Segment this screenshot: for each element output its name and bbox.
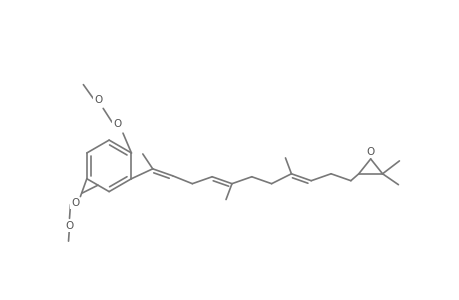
Text: O: O — [94, 95, 102, 106]
Text: O: O — [65, 221, 73, 231]
Text: O: O — [113, 119, 121, 129]
Text: O: O — [71, 199, 79, 208]
Text: O: O — [366, 147, 374, 157]
